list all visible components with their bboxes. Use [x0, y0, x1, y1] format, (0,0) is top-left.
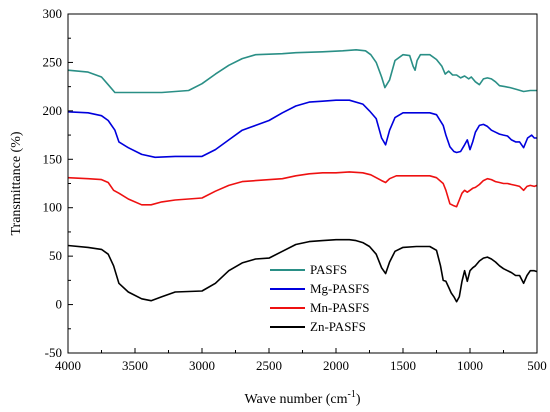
legend: PASFS Mg-PASFS Mn-PASFS Zn-PASFS — [270, 262, 370, 334]
x-tick-label: 2500 — [256, 358, 282, 373]
x-axis-title-end: ) — [356, 392, 361, 407]
x-tick-label: 4000 — [55, 358, 81, 373]
x-tick-label: 3000 — [189, 358, 215, 373]
x-tick-label: 1500 — [390, 358, 416, 373]
y-tick-label: 250 — [43, 54, 63, 69]
plot-frame — [67, 13, 538, 354]
x-tick-label: 2000 — [323, 358, 349, 373]
y-tick-label: 50 — [49, 248, 62, 263]
series-line-mg-pasfs — [67, 99, 537, 159]
x-tick-label: 3500 — [122, 358, 148, 373]
x-tick-label: 1000 — [457, 358, 483, 373]
x-axis-title-superscript: -1 — [348, 389, 356, 400]
y-tick-label: -50 — [45, 345, 62, 360]
y-tick-label: 100 — [43, 200, 63, 215]
series-line-mn-pasfs — [67, 171, 538, 208]
series-layer — [67, 49, 538, 303]
x-axis-title: Wave number (cm-1) — [244, 389, 360, 407]
x-tick-label: 500 — [527, 358, 547, 373]
legend-label: PASFS — [310, 262, 347, 277]
x-axis-title-main: Wave number (cm — [244, 392, 347, 407]
y-tick-label: 200 — [43, 103, 63, 118]
legend-label: Mn-PASFS — [310, 300, 370, 315]
y-axis: -50 0 50 100 150 200 250 300 — [43, 6, 73, 360]
y-tick-label: 150 — [43, 151, 63, 166]
legend-label: Zn-PASFS — [310, 319, 366, 334]
y-tick-label: 300 — [43, 6, 63, 21]
series-line-zn-pasfs — [67, 238, 538, 303]
legend-label: Mg-PASFS — [310, 281, 370, 296]
y-axis-title: Transmittance (%) — [9, 131, 24, 235]
series-line-pasfs — [67, 49, 537, 94]
y-tick-label: 0 — [56, 297, 63, 312]
x-axis: 4000 3500 3000 2500 2000 1500 1000 500 — [55, 348, 547, 373]
